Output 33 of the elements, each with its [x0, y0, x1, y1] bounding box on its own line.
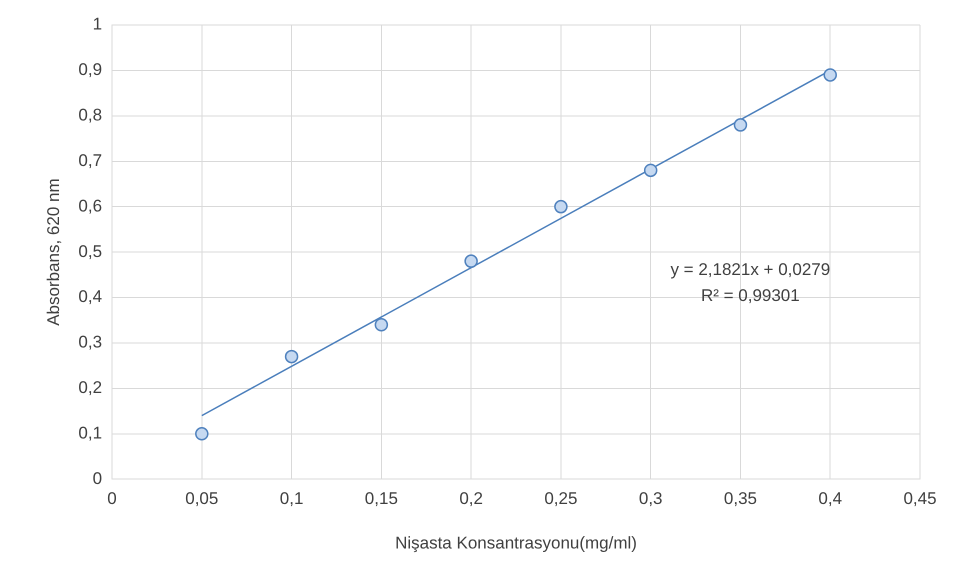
point: [284, 350, 298, 364]
y-tick-label: 1: [92, 14, 102, 34]
point: [734, 118, 748, 132]
y-axis-title: Absorbans, 620 nm: [44, 178, 63, 326]
x-tick-label: 0,45: [903, 489, 937, 508]
y-tick-label: 0,1: [78, 423, 102, 442]
annotation: y = 2,1821x + 0,0279: [670, 260, 830, 279]
point: [644, 164, 658, 178]
x-tick-label: 0,4: [818, 489, 842, 508]
point: [823, 68, 837, 82]
y-tick-label: 0,3: [78, 332, 102, 352]
y-tick-label: 0,4: [78, 287, 102, 306]
y-tick-label: 0,2: [78, 378, 102, 398]
x-tick-label: 0,15: [364, 489, 398, 508]
x-axis-title: Nişasta Konsantrasyonu(mg/ml): [395, 533, 637, 552]
x-tick-label: 0,25: [544, 489, 578, 508]
y-tick-label: 0,8: [78, 106, 102, 125]
y-tick-label: 0,5: [78, 242, 102, 261]
x-tick-label: 0: [107, 489, 117, 508]
y-tick-label: 0,9: [78, 60, 102, 80]
x-tick-label: 0,05: [185, 489, 218, 508]
x-tick-label: 0,1: [280, 489, 304, 508]
point: [374, 318, 388, 332]
x-tick-label: 0,2: [459, 489, 483, 508]
x-tick-label: 0,35: [724, 489, 757, 508]
x-tick-label: 0,3: [638, 489, 662, 508]
point: [195, 427, 209, 441]
point: [554, 200, 568, 214]
annotation: R² = 0,99301: [700, 286, 800, 305]
y-tick-label: 0,7: [78, 150, 102, 170]
y-tick-label: 0,6: [78, 196, 102, 216]
y-tick-label: 0: [92, 468, 102, 488]
point: [464, 254, 478, 268]
